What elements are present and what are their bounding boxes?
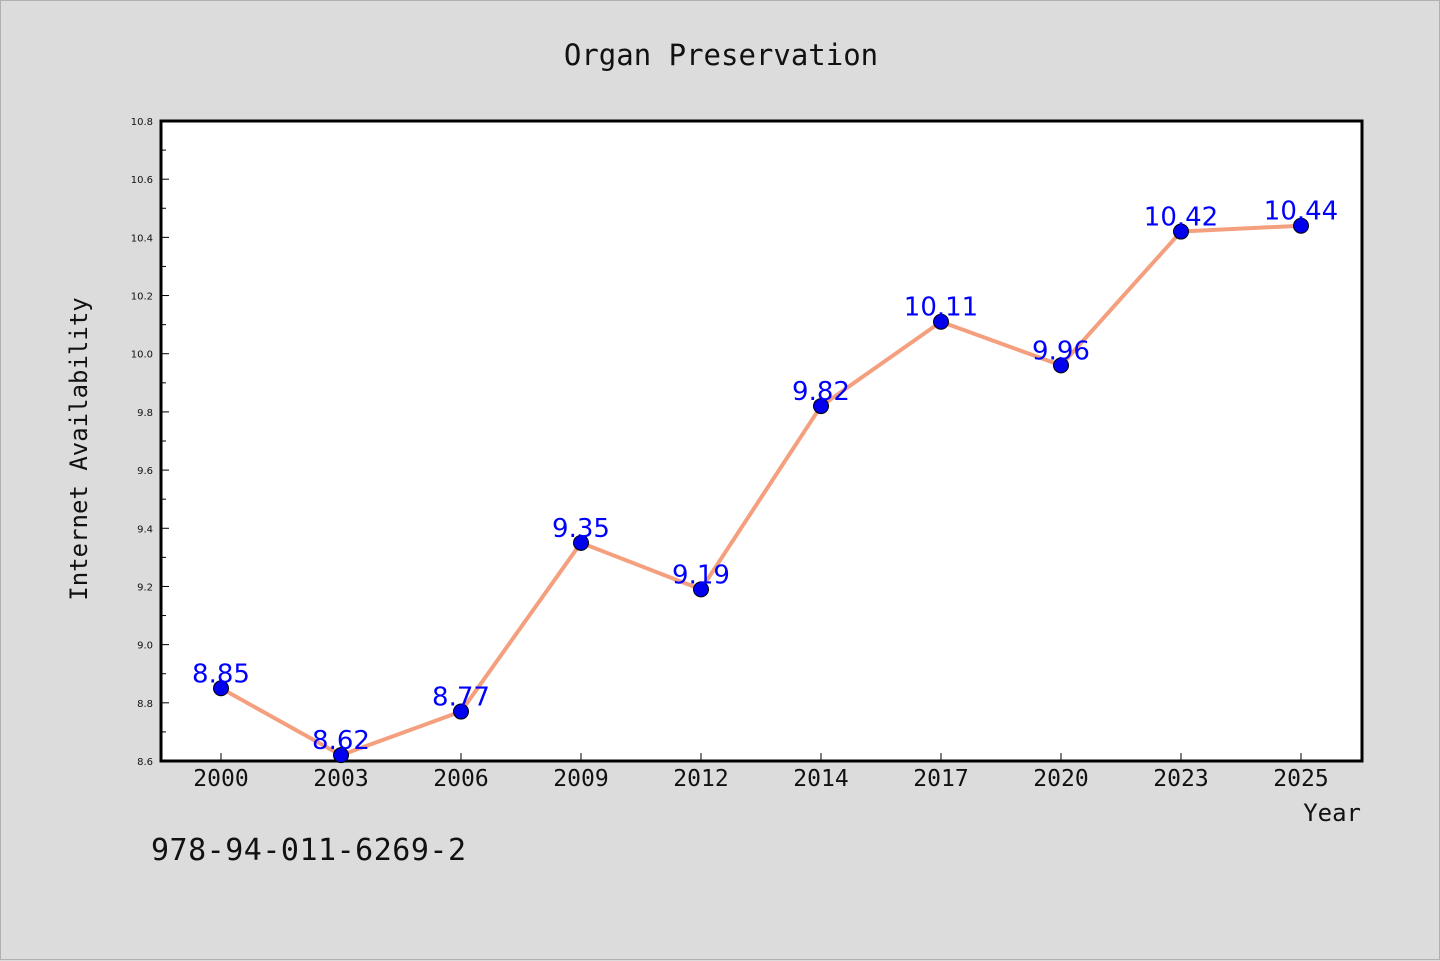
- data-point: [453, 703, 469, 720]
- y-tick-label: 8.6: [137, 757, 153, 768]
- data-point: [1293, 217, 1309, 234]
- data-label: 8.77: [432, 683, 490, 713]
- x-tick-label: 2020: [1033, 766, 1088, 792]
- data-label: 9.35: [552, 514, 610, 544]
- y-tick-label: 10.4: [131, 233, 153, 244]
- data-label: 10.42: [1144, 203, 1218, 233]
- x-tick-label: 2003: [313, 766, 368, 792]
- x-tick-label: 2012: [673, 766, 728, 792]
- data-point: [1173, 223, 1189, 240]
- footer-code: 978-94-011-6269-2: [151, 833, 467, 868]
- chart-title: Organ Preservation: [564, 38, 878, 72]
- plot-area: [159, 119, 1364, 763]
- x-axis-ticks: 2000 2003 2006 2009 2012 2014 2017 2020 2023 2025: [193, 753, 1329, 792]
- data-label: 9.82: [792, 377, 850, 407]
- y-tick-label: 10.6: [131, 175, 153, 186]
- x-tick-label: 2017: [913, 766, 968, 792]
- y-tick-label: 10.2: [131, 292, 153, 303]
- data-label: 10.11: [904, 293, 978, 323]
- y-tick-label: 9.0: [137, 641, 153, 652]
- y-tick-label: 9.4: [137, 524, 153, 535]
- data-label: 9.96: [1032, 336, 1090, 366]
- x-tick-label: 2000: [193, 766, 248, 792]
- data-point: [813, 398, 829, 415]
- x-tick-label: 2023: [1153, 766, 1208, 792]
- y-tick-label: 10.0: [131, 350, 153, 361]
- series-line: [220, 223, 1302, 758]
- y-tick-label: 8.8: [137, 699, 153, 710]
- data-point: [693, 581, 709, 598]
- y-axis-label: Internet Availability: [65, 297, 93, 600]
- y-tick-label: 9.6: [137, 466, 153, 477]
- y-axis-ticks: 8.6 8.8 9.0 9.2 9.4 9.6 9.8 10.0 10.2 10.4 10.6 10.…: [131, 117, 169, 768]
- x-tick-label: 2009: [553, 766, 608, 792]
- x-tick-label: 2014: [793, 766, 848, 792]
- x-tick-label: 2025: [1273, 766, 1328, 792]
- y-tick-label: 9.8: [137, 408, 153, 419]
- x-axis-label: Year: [1303, 799, 1361, 827]
- y-tick-label: 9.2: [137, 582, 153, 593]
- data-label: 8.85: [192, 659, 250, 689]
- data-point: [573, 534, 589, 551]
- data-label: 8.62: [312, 726, 370, 756]
- y-tick-label: 10.8: [131, 117, 153, 128]
- data-label: 10.44: [1264, 197, 1338, 227]
- data-point: [333, 747, 349, 764]
- data-label: 9.19: [672, 560, 730, 590]
- data-point: [933, 313, 949, 330]
- data-point: [213, 680, 229, 697]
- series-layer: 8.85 8.62 8.77 9.35 9.19 9.82 10.11 9.96 10.42 10…: [192, 197, 1338, 764]
- x-tick-label: 2006: [433, 766, 488, 792]
- data-point: [1053, 357, 1069, 374]
